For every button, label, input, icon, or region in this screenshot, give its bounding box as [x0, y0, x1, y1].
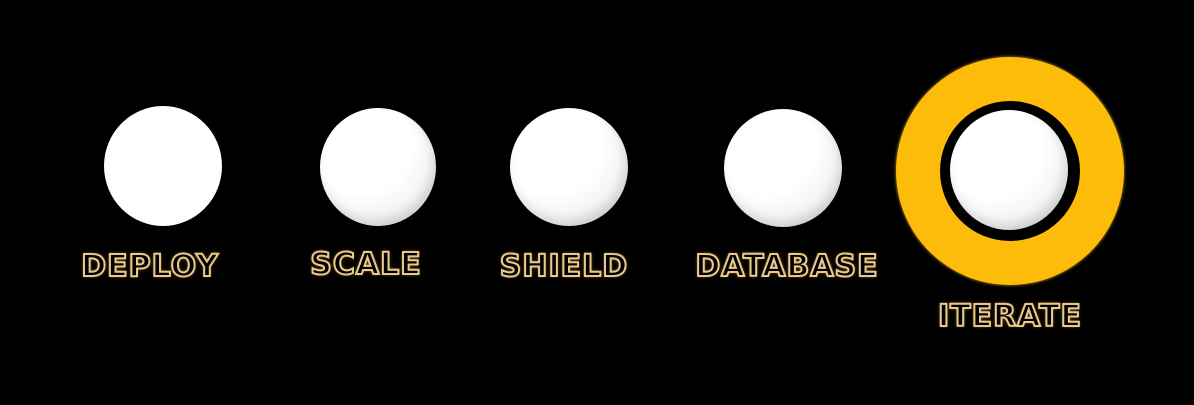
- step-label-shield: SHIELD: [499, 249, 629, 284]
- step-label-iterate: ITERATE: [937, 299, 1083, 334]
- step-scale[interactable]: SCALE: [276, 100, 456, 300]
- step-deploy[interactable]: DEPLOY: [50, 100, 250, 300]
- shield-orb-icon[interactable]: [510, 108, 628, 226]
- database-orb-icon[interactable]: [724, 109, 842, 227]
- step-label-deploy: DEPLOY: [80, 249, 219, 284]
- deploy-orb-icon[interactable]: [104, 106, 222, 226]
- step-label-scale: SCALE: [309, 247, 422, 282]
- step-shield[interactable]: SHIELD: [474, 100, 654, 300]
- iterate-orb-icon[interactable]: [950, 110, 1068, 230]
- step-database[interactable]: DATABASE: [672, 100, 902, 300]
- step-label-database: DATABASE: [694, 249, 879, 284]
- step-iterate[interactable]: ITERATE: [880, 50, 1140, 350]
- scale-orb-icon[interactable]: [320, 108, 436, 226]
